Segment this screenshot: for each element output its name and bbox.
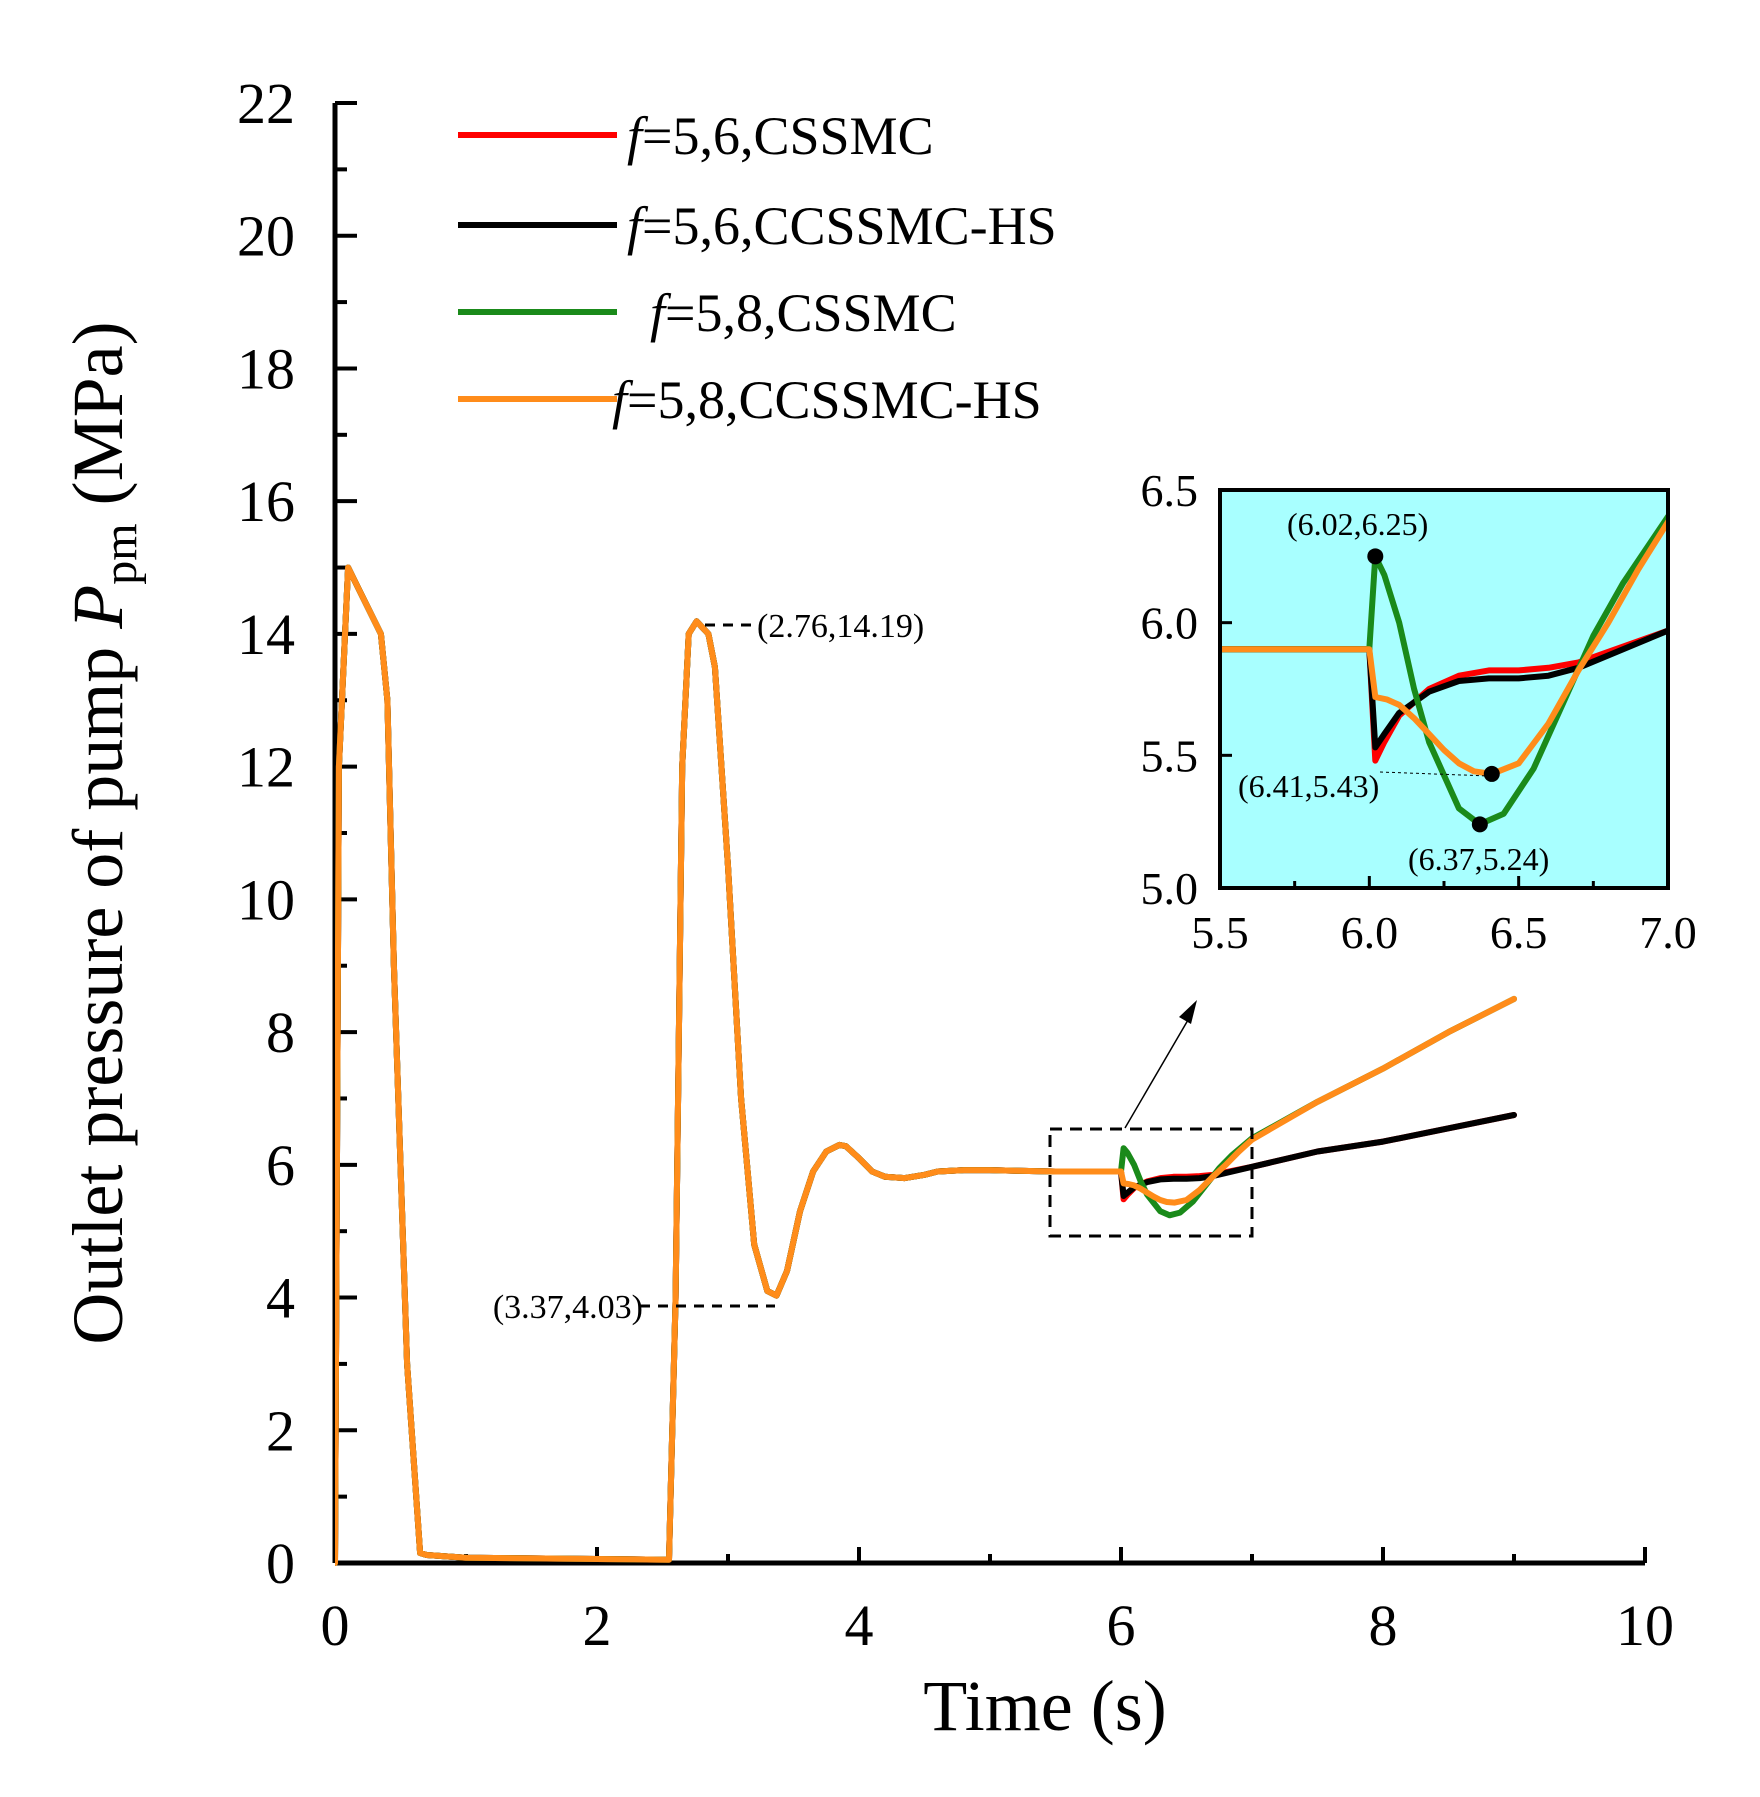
y-tick-label: 18 bbox=[237, 336, 295, 401]
x-tick-label: 6 bbox=[1107, 1593, 1136, 1658]
y-tick-label: 6 bbox=[266, 1133, 295, 1198]
inset-zoom-chart: 5.5 6.0 6.5 7.05.05.56.06.5 (6.02,6.25) (6.… bbox=[1141, 465, 1697, 958]
inset-series-line bbox=[1220, 627, 1668, 751]
inset-point-marker bbox=[1367, 548, 1384, 565]
legend-label: f=5,6,CCSSMC-HS bbox=[627, 196, 1057, 256]
y-tick-label: 2 bbox=[266, 1398, 295, 1463]
x-tick-label: 0 bbox=[321, 1593, 350, 1658]
y-tick-label: 10 bbox=[237, 867, 295, 932]
x-tick-label: 2 bbox=[583, 1593, 612, 1658]
y-tick-label: 0 bbox=[266, 1531, 295, 1596]
inset-y-tick-label: 6.5 bbox=[1141, 465, 1199, 516]
inset-x-tick-label: 6.5 bbox=[1490, 907, 1548, 958]
inset-point-label: (6.02,6.25) bbox=[1287, 506, 1428, 542]
legend-item: f=5,8,CCSSMC-HS bbox=[458, 370, 1042, 430]
inset-x-tick-label: 7.0 bbox=[1639, 907, 1697, 958]
x-tick-label: 10 bbox=[1616, 1593, 1674, 1658]
y-tick-label: 12 bbox=[237, 735, 295, 800]
y-axis-title-unit: (MPa) bbox=[58, 321, 138, 523]
inset-y-tick-label: 5.0 bbox=[1141, 863, 1199, 914]
legend-label: f=5,6,CSSMC bbox=[627, 106, 934, 166]
legend-label-text: =5,8,CSSMC bbox=[665, 283, 957, 343]
inset-x-tick-label: 6.0 bbox=[1341, 907, 1399, 958]
main-series bbox=[335, 564, 1517, 1566]
inset-ticks: 5.5 6.0 6.5 7.05.05.56.06.5 bbox=[1141, 465, 1697, 958]
y-tick-label: 14 bbox=[237, 602, 295, 667]
main-annotations: (2.76,14.19) (3.37,4.03) bbox=[493, 608, 1254, 1326]
y-axis-title: Outlet pressure of pump Ppm (MPa) bbox=[58, 321, 147, 1344]
y-tick-label: 22 bbox=[237, 71, 295, 136]
legend-item: f=5,6,CCSSMC-HS bbox=[458, 196, 1057, 256]
inset-point-marker bbox=[1483, 765, 1500, 782]
legend-item: f=5,6,CSSMC bbox=[458, 106, 934, 166]
annotation-trough-label: (3.37,4.03) bbox=[493, 1289, 643, 1326]
legend-label: f=5,8,CCSSMC-HS bbox=[612, 370, 1042, 430]
inset-point-leader bbox=[1379, 771, 1491, 777]
inset-x-tick-label: 5.5 bbox=[1191, 907, 1249, 958]
y-tick-label: 16 bbox=[237, 469, 295, 534]
inset-y-tick-label: 5.5 bbox=[1141, 730, 1199, 781]
inset-point-label: (6.37,5.24) bbox=[1408, 841, 1549, 877]
inset-point-marker bbox=[1471, 816, 1488, 833]
y-tick-label: 8 bbox=[266, 1000, 295, 1065]
legend-label: f=5,8,CSSMC bbox=[650, 283, 957, 343]
inset-points: (6.02,6.25) (6.41,5.43) (6.37,5.24) bbox=[1238, 506, 1549, 877]
y-axis-title-subscript: pm bbox=[94, 523, 147, 584]
inset-y-tick-label: 6.0 bbox=[1141, 598, 1199, 649]
y-tick-label: 20 bbox=[237, 204, 295, 269]
zoom-arrow-head bbox=[1179, 1000, 1197, 1024]
y-tick-label: 4 bbox=[266, 1266, 295, 1331]
x-tick-label: 8 bbox=[1369, 1593, 1398, 1658]
legend-label-text: =5,6,CSSMC bbox=[642, 106, 934, 166]
legend-item: f=5,8,CSSMC bbox=[458, 283, 957, 343]
y-axis-title-symbol: P bbox=[58, 585, 138, 630]
inset-point-label: (6.41,5.43) bbox=[1238, 768, 1379, 804]
inset-series-line bbox=[1220, 517, 1668, 777]
series-line bbox=[335, 564, 1517, 1566]
main-ticks: 0 2 4 6 8 10 0 2 4 6 8 10 12 14 16 18 20 22 bbox=[237, 71, 1674, 1658]
legend-label-text: =5,6,CCSSMC-HS bbox=[642, 196, 1057, 256]
legend: f=5,6,CSSMC f=5,6,CCSSMC-HS f=5,8,CSSMC … bbox=[458, 106, 1057, 430]
legend-label-text: =5,8,CCSSMC-HS bbox=[627, 370, 1042, 430]
zoom-region-box bbox=[1048, 1127, 1254, 1238]
zoom-arrow-line bbox=[1124, 1019, 1189, 1129]
annotation-peak-label: (2.76,14.19) bbox=[757, 608, 924, 645]
x-tick-label: 4 bbox=[845, 1593, 874, 1658]
x-axis-title: Time (s) bbox=[923, 1666, 1166, 1746]
y-axis-title-prefix: Outlet pressure of pump bbox=[58, 629, 138, 1345]
